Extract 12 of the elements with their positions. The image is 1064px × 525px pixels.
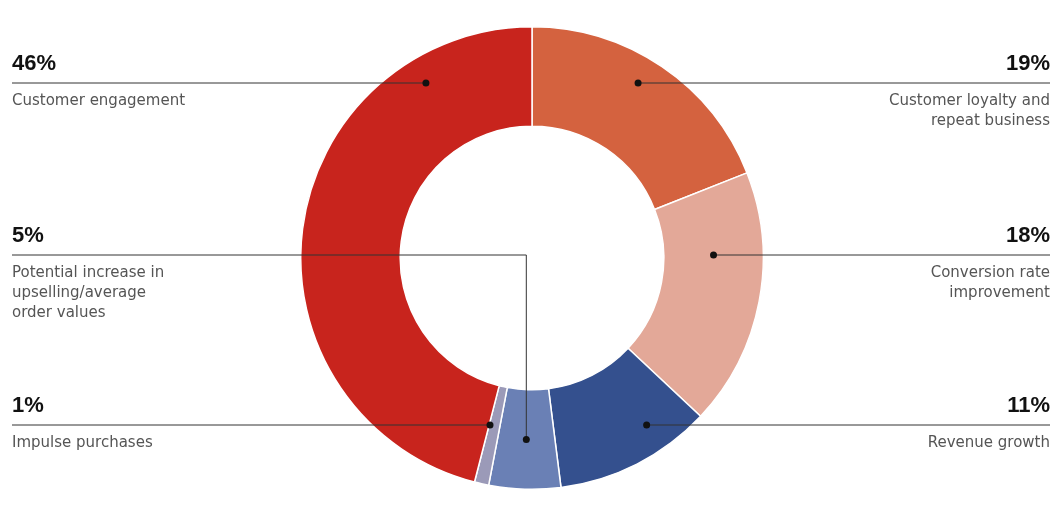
slice-label: Conversion rate improvement [930,263,1051,301]
data-label: 11% [1007,392,1050,417]
slice-label: Potential increase in upselling/average order values [12,263,165,321]
data-label: 19% [1005,50,1050,75]
slice-label: Impulse purchases [12,433,153,451]
data-label: 1% [12,392,44,417]
slice-label: Customer loyalty and repeat business [889,91,1051,129]
data-label: 5% [12,222,44,247]
data-label: 18% [1005,222,1050,247]
slice-label: Revenue growth [927,433,1050,451]
slice-label: Customer engagement [12,91,186,109]
data-label: 46% [12,50,57,75]
